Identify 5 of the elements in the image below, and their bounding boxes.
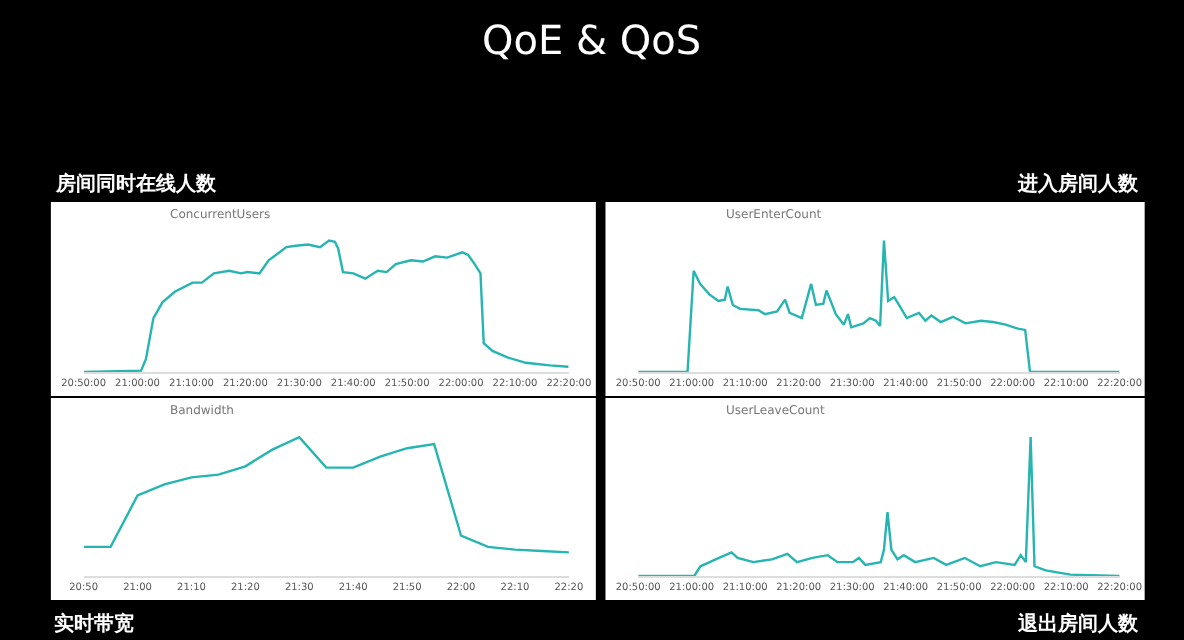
chart-title: 进入房间人数 <box>1016 172 1140 196</box>
text: 实时带宽 <box>54 612 134 636</box>
chart-title: 房间同时在线人数 <box>54 172 218 196</box>
text: QoE & QoS <box>482 16 702 64</box>
text: 退出房间人数 <box>1016 612 1140 636</box>
